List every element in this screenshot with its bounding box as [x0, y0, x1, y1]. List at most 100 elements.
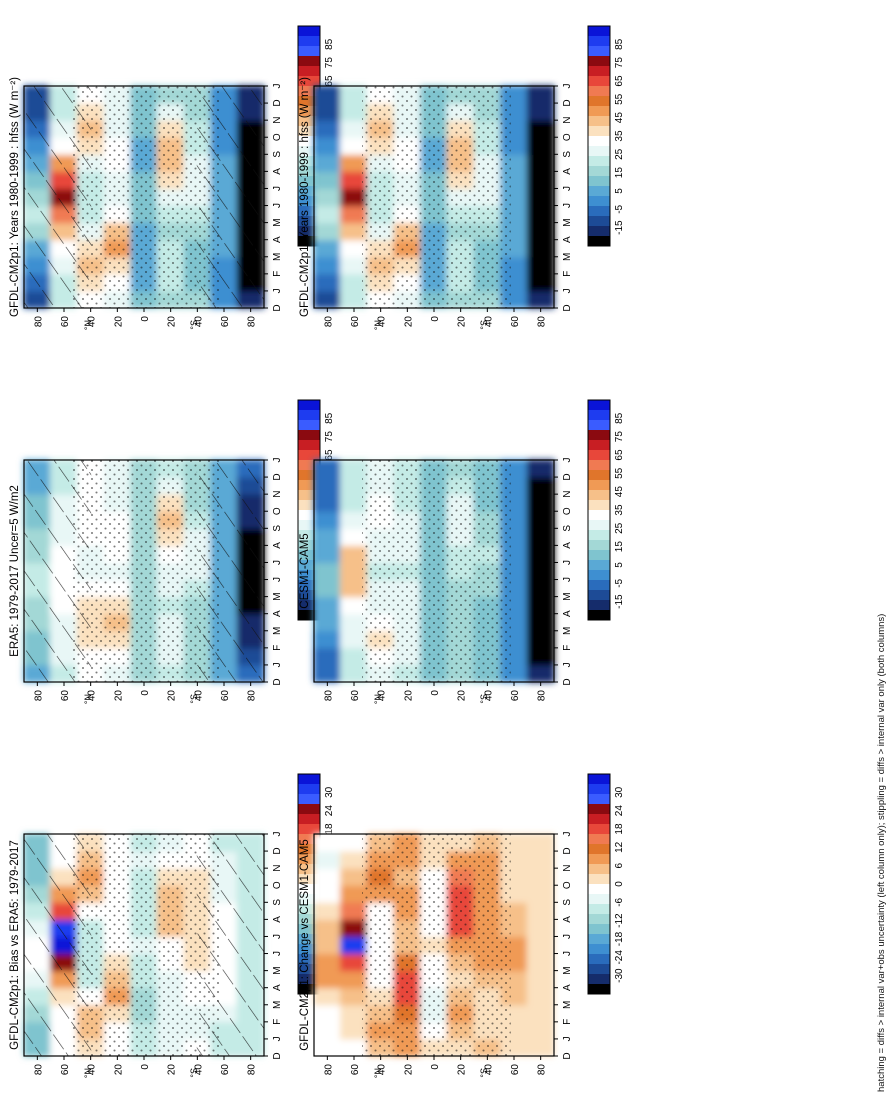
month-tick-label: D: [562, 1052, 573, 1059]
month-tick-label: J: [562, 832, 573, 837]
colorbar-swatch: [298, 236, 320, 247]
colorbar-label: 35: [614, 130, 625, 142]
heatmap-cell: [313, 833, 342, 852]
lat-tick-label: 20: [113, 316, 124, 328]
lat-tick-label: 40: [87, 690, 98, 702]
lat-tick-label: 80: [247, 690, 258, 702]
colorbar-label: 5: [614, 188, 625, 194]
heatmap-cell: [313, 561, 342, 581]
month-tick-label: J: [562, 951, 573, 956]
colorbar-swatch: [588, 430, 610, 441]
heatmap-cell: [340, 630, 368, 649]
lat-tick-label: 40: [483, 690, 494, 702]
heatmap-cell: [313, 256, 342, 275]
lat-unit-south: °S: [189, 320, 199, 330]
lat-unit-south: °S: [189, 694, 199, 704]
colorbar-swatch: [588, 804, 610, 815]
colorbar-swatch: [588, 86, 610, 97]
month-tick-label: J: [562, 560, 573, 565]
lat-tick-label: 80: [537, 316, 548, 328]
month-tick-label: D: [562, 304, 573, 311]
month-tick-label: A: [272, 984, 283, 991]
colorbar-swatch: [298, 530, 320, 541]
stippling-overlay: [72, 460, 221, 682]
colorbar-label: 75: [614, 57, 625, 69]
lat-tick-label: 60: [60, 316, 71, 328]
colorbar-swatch: [298, 580, 320, 591]
lat-tick-label: 80: [537, 1064, 548, 1076]
month-tick-label: N: [272, 491, 283, 498]
heatmap-cell: [313, 918, 342, 938]
colorbar-swatch: [298, 914, 320, 925]
month-tick-label: F: [272, 271, 283, 277]
colorbar-swatch: [298, 410, 320, 421]
colorbar-swatch: [588, 126, 610, 137]
lat-tick-label: 0: [430, 1064, 441, 1070]
colorbar-swatch: [588, 854, 610, 865]
colorbar-swatch: [298, 470, 320, 481]
panel-1: GFDL-CM2p1: Years 1980-1999 : hfss (W m⁻…: [9, 25, 335, 330]
colorbar-swatch: [298, 784, 320, 795]
colorbar-label: 18: [614, 823, 625, 835]
colorbar-swatch: [298, 116, 320, 127]
heatmap-cell: [526, 664, 555, 683]
colorbar-swatch: [298, 156, 320, 167]
heatmap-cell: [526, 119, 555, 138]
colorbar-swatch: [298, 146, 320, 157]
colorbar-swatch: [298, 834, 320, 845]
colorbar-label: 85: [614, 38, 625, 50]
colorbar-swatch: [298, 500, 320, 511]
colorbar-swatch: [588, 580, 610, 591]
colorbar-swatch: [298, 824, 320, 835]
colorbar-swatch: [588, 530, 610, 541]
month-tick-label: M: [562, 592, 573, 600]
month-tick-label: O: [562, 507, 573, 515]
heatmap-cell: [340, 664, 368, 683]
colorbar-swatch: [298, 964, 320, 975]
lat-tick-label: 40: [193, 690, 204, 702]
panel-title: GFDL-CM2p1: Years 1980-1999 : hfss (W m⁻…: [299, 77, 311, 317]
heatmap-cell: [340, 544, 368, 564]
month-tick-label: F: [562, 271, 573, 277]
heatmap-cell: [526, 187, 555, 207]
lat-tick-label: 60: [510, 690, 521, 702]
lat-tick-label: 80: [323, 690, 334, 702]
colorbar-label: 55: [614, 93, 625, 105]
colorbar-swatch: [298, 66, 320, 77]
lat-tick-label: 20: [457, 316, 468, 328]
colorbar-label: -30: [614, 968, 625, 983]
lat-tick-label: 20: [403, 1064, 414, 1076]
lat-tick-label: 40: [483, 1064, 494, 1076]
colorbar-swatch: [588, 226, 610, 237]
month-tick-label: J: [562, 203, 573, 208]
heatmap-cell: [313, 510, 342, 529]
heatmap-cell: [340, 187, 368, 207]
colorbar-label: -15: [614, 594, 625, 609]
colorbar-swatch: [298, 36, 320, 47]
colorbar-swatch: [588, 610, 610, 621]
heatmap-cell: [313, 476, 342, 495]
panel-5: GFDL-CM2p1: Bias vs ERA5: 1979-2017 80 60 4…: [9, 773, 335, 1078]
month-tick-label: D: [272, 1052, 283, 1059]
colorbar-swatch: [588, 954, 610, 965]
colorbar-swatch: [298, 166, 320, 177]
colorbar-label: 35: [614, 504, 625, 516]
colorbar-swatch: [298, 176, 320, 187]
colorbar-swatch: [588, 196, 610, 207]
colorbar-swatch: [588, 26, 610, 37]
heatmap-cell: [526, 867, 555, 886]
lat-unit-south: °S: [479, 1068, 489, 1078]
month-tick-label: F: [272, 1019, 283, 1025]
colorbar-swatch: [298, 440, 320, 451]
heatmap-cell: [526, 153, 555, 172]
lat-tick-label: 20: [403, 690, 414, 702]
colorbar-swatch: [298, 894, 320, 905]
month-tick-label: A: [562, 984, 573, 991]
lat-tick-label: 40: [377, 1064, 388, 1076]
colorbar-swatch: [298, 206, 320, 217]
month-tick-label: N: [562, 865, 573, 872]
month-tick-label: A: [272, 168, 283, 175]
colorbar-swatch: [298, 126, 320, 137]
month-tick-label: D: [272, 304, 283, 311]
